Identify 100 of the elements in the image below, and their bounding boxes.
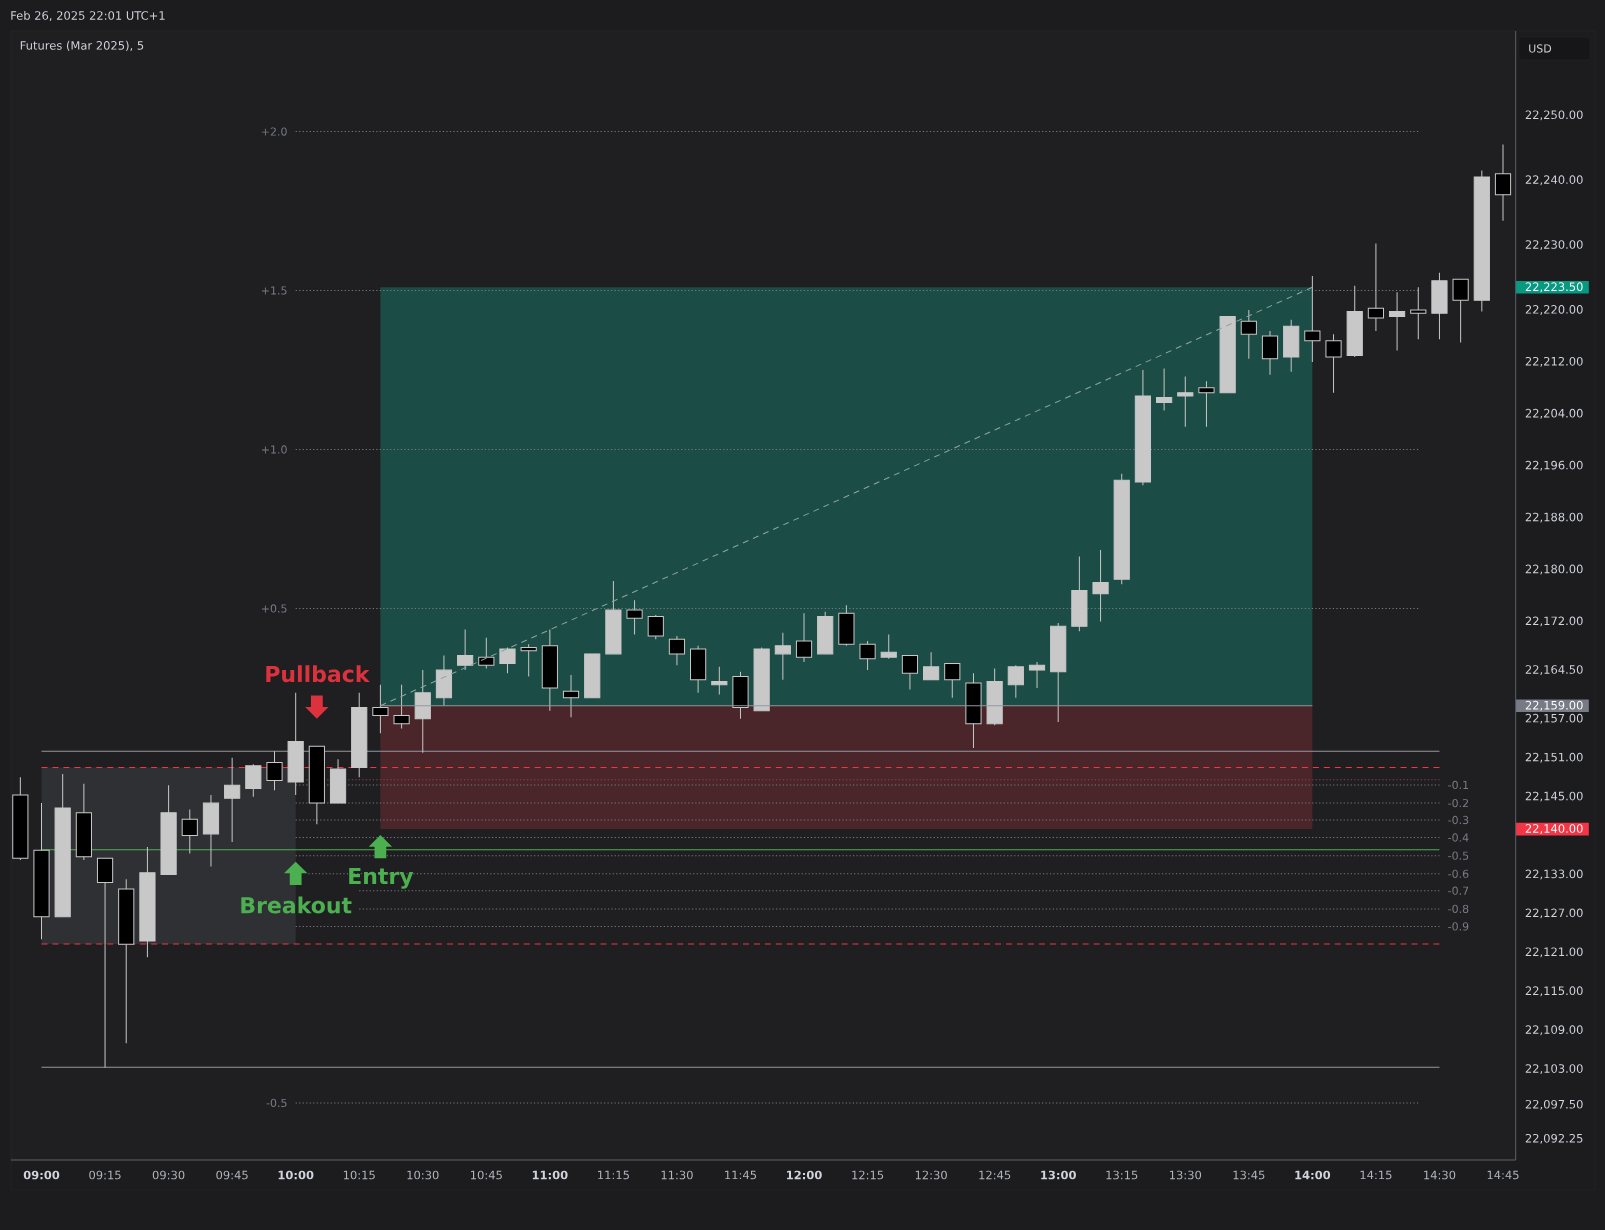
candlestick: [1028, 661, 1046, 689]
candlestick: [1325, 333, 1342, 394]
y-tick-label: 22,212.00: [1525, 356, 1583, 367]
y-tick-label: 22,196.00: [1525, 460, 1583, 471]
candlestick: [1410, 286, 1427, 340]
x-tick-label: 10:15: [343, 1170, 375, 1180]
candlestick: [901, 655, 919, 691]
y-tick-label: 22,140.00: [1525, 824, 1583, 834]
x-tick-label: 12:45: [979, 1170, 1011, 1180]
candlestick: [499, 646, 516, 674]
series-label: -0.1: [1448, 780, 1469, 790]
candlestick: [1494, 144, 1512, 222]
candlestick: [880, 633, 897, 660]
y-tick-label: 22,223.50: [1525, 282, 1583, 293]
y-tick-label: 22,204.00: [1525, 408, 1583, 419]
y-tick-label: 22,157.00: [1525, 713, 1583, 724]
x-tick-label: 13:00: [1041, 1170, 1076, 1180]
x-tick-label: 09:00: [23, 1170, 60, 1180]
candlestick: [647, 614, 664, 640]
candlestick: [245, 763, 262, 798]
candlestick: [181, 809, 198, 854]
y-tick-label: 22,250.00: [1525, 110, 1583, 121]
candlestick: [923, 651, 940, 681]
series-label: -0.2: [1448, 798, 1469, 808]
y-tick-label: 22,133.00: [1525, 869, 1583, 880]
x-tick-label: 10:30: [407, 1170, 439, 1180]
candlestick: [457, 629, 474, 671]
x-tick-label: 13:15: [1106, 1170, 1138, 1180]
y-tick-label: 22,103.00: [1525, 1064, 1583, 1075]
x-tick-label: 10:45: [471, 1170, 502, 1180]
text: Futures (Mar 2025), 5: [20, 40, 144, 52]
candlestick: [668, 635, 686, 666]
annotation: Pullback: [266, 665, 370, 683]
candlestick: [774, 632, 791, 681]
y-tick-label: 22,145.00: [1525, 791, 1583, 802]
y-tick-label: 22,164.50: [1525, 665, 1583, 676]
x-tick-label: 11:00: [532, 1170, 568, 1180]
candlestick: [372, 684, 389, 734]
candlestick: [711, 666, 728, 695]
candlestick: [626, 599, 643, 635]
x-tick-label: 14:15: [1360, 1170, 1392, 1180]
series-label: -0.6: [1448, 869, 1469, 878]
candlestick: [478, 637, 495, 669]
candlestick: [1240, 309, 1257, 360]
candlestick: [1092, 549, 1109, 622]
series-label: -0.5: [266, 1098, 287, 1108]
annotation: Entry: [349, 867, 414, 889]
candlestick: [859, 640, 876, 671]
x-tick-label: 12:15: [852, 1170, 884, 1180]
candlestick: [224, 757, 241, 843]
series-label: -0.3: [1448, 815, 1469, 825]
series-label: +0.5: [261, 604, 287, 613]
series-label: -0.4: [1448, 833, 1469, 842]
y-tick-label: 22,109.00: [1525, 1025, 1583, 1036]
candlestick: [1261, 330, 1279, 376]
x-tick-label: 09:45: [216, 1170, 248, 1180]
x-tick-label: 09:15: [89, 1170, 121, 1180]
y-axis-title: USD: [1529, 44, 1552, 53]
candlestick: [266, 750, 283, 791]
candlestick: [795, 612, 813, 663]
series-label: -0.8: [1448, 904, 1469, 914]
y-tick-label: 22,115.00: [1525, 986, 1583, 997]
y-tick-label: 22,151.00: [1525, 752, 1583, 763]
y-tick-label: 22,240.00: [1525, 175, 1583, 186]
x-tick-label: 11:15: [598, 1170, 629, 1180]
y-tick-label: 22,092.25: [1525, 1133, 1583, 1144]
x-tick-label: 14:45: [1487, 1170, 1519, 1180]
candlestick: [520, 643, 537, 678]
candlestick: [1452, 278, 1469, 343]
y-tick-label: 22,097.50: [1525, 1099, 1583, 1110]
candlestick: [1367, 242, 1385, 332]
series-label: +2.0: [261, 127, 287, 136]
y-tick-label: 22,159.00: [1525, 700, 1583, 711]
y-tick-label: 22,127.00: [1525, 908, 1583, 919]
y-tick-label: 22,230.00: [1525, 240, 1583, 251]
series-label: +1.0: [261, 445, 287, 454]
text: Feb 26, 2025 22:01 UTC+1: [11, 10, 165, 22]
candlestick: [562, 674, 580, 718]
x-tick-label: 14:30: [1424, 1170, 1456, 1180]
x-tick-label: 12:30: [915, 1170, 947, 1180]
candlestick: [1388, 291, 1406, 352]
candlestick: [1156, 367, 1173, 412]
candlestick: [1007, 664, 1024, 699]
candlestick: [1304, 275, 1321, 363]
annotation: Breakout: [241, 896, 352, 914]
y-tick-label: 22,121.00: [1525, 947, 1583, 958]
candlestick: [393, 684, 410, 729]
y-tick-label: 22,220.00: [1525, 305, 1583, 315]
x-tick-label: 10:00: [278, 1170, 314, 1180]
x-tick-label: 12:00: [787, 1170, 822, 1180]
candlestick: [1177, 375, 1194, 428]
x-tick-label: 09:30: [152, 1170, 185, 1180]
candlestick: [1198, 380, 1215, 428]
x-tick-label: 13:30: [1169, 1170, 1202, 1180]
series-label: -0.9: [1448, 922, 1469, 931]
candlestick: [944, 663, 961, 699]
x-tick-label: 14:00: [1295, 1170, 1331, 1180]
series-label: -0.7: [1448, 886, 1469, 895]
x-tick-label: 13:45: [1233, 1170, 1265, 1180]
x-tick-label: 11:30: [661, 1170, 693, 1180]
